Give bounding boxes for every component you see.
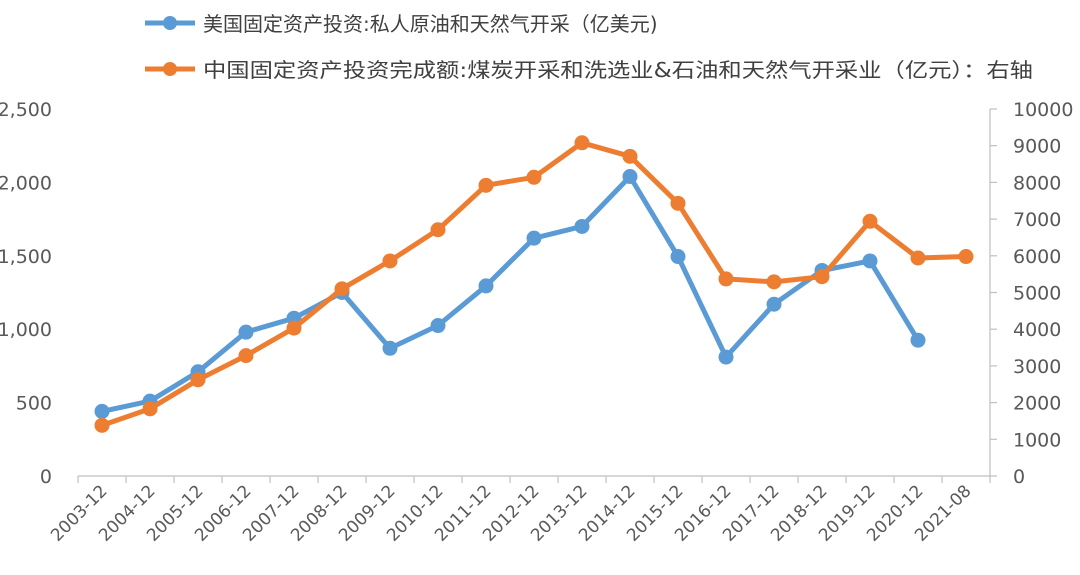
data-point-china: [622, 148, 638, 164]
data-point-us: [478, 278, 494, 294]
data-point-china: [334, 281, 350, 297]
left-y-tick-label: 2,500: [0, 99, 52, 121]
right-y-tick-label: 5000: [1013, 283, 1061, 305]
legend-item-china: 中国固定资产投资完成额:煤炭开采和洗选业&石油和天然气开采业（亿元）：右轴: [145, 58, 1033, 82]
data-point-china: [910, 250, 926, 266]
data-point-us: [670, 249, 686, 265]
data-point-china: [478, 177, 494, 193]
data-point-us: [526, 230, 542, 246]
data-point-china: [718, 271, 734, 287]
right-y-tick-label: 7000: [1013, 209, 1061, 231]
legend: 美国固定资产投资:私人原油和天然气开采（亿美元) 中国固定资产投资完成额:煤炭开…: [145, 12, 1033, 82]
series-layer: [94, 135, 974, 433]
data-point-us: [574, 218, 590, 234]
right-y-tick-label: 3000: [1013, 356, 1061, 378]
data-point-china: [430, 222, 446, 238]
data-point-china: [382, 253, 398, 269]
right-y-tick-label: 2000: [1013, 393, 1061, 415]
data-point-china: [766, 274, 782, 290]
right-y-tick-label: 8000: [1013, 172, 1061, 194]
right-y-tick-label: 9000: [1013, 136, 1061, 158]
left-y-tick-label: 500: [16, 393, 52, 415]
legend-item-us: 美国固定资产投资:私人原油和天然气开采（亿美元): [145, 12, 658, 36]
data-point-us: [382, 340, 398, 356]
data-point-us: [94, 403, 110, 419]
right-y-tick-label: 1000: [1013, 429, 1061, 451]
data-point-china: [286, 320, 302, 336]
data-point-china: [862, 213, 878, 229]
data-point-us: [862, 253, 878, 269]
data-point-us: [238, 324, 254, 340]
data-point-china: [958, 249, 974, 265]
data-point-us: [718, 349, 734, 365]
data-point-us: [766, 296, 782, 312]
data-point-us: [430, 318, 446, 334]
left-y-tick-label: 1,000: [0, 319, 52, 341]
series-line-us: [99, 174, 921, 414]
legend-swatch-marker-us: [163, 16, 177, 30]
legend-label-china: 中国固定资产投资完成额:煤炭开采和洗选业&石油和天然气开采业（亿元）：右轴: [203, 58, 1033, 82]
data-point-china: [574, 135, 590, 151]
data-point-china: [526, 169, 542, 185]
left-y-tick-label: 1,500: [0, 246, 52, 268]
data-point-china: [814, 269, 830, 285]
data-point-china: [238, 348, 254, 364]
right-y-tick-label: 6000: [1013, 246, 1061, 268]
data-point-us: [622, 169, 638, 185]
legend-swatch-marker-china: [163, 62, 177, 76]
right-y-tick-label: 4000: [1013, 319, 1061, 341]
legend-label-us: 美国固定资产投资:私人原油和天然气开采（亿美元): [203, 12, 658, 36]
left-y-tick-label: 2,000: [0, 172, 52, 194]
left-y-tick-label: 0: [40, 466, 52, 488]
right-y-tick-label: 0: [1013, 466, 1025, 488]
series-line-china: [99, 140, 969, 428]
data-point-china: [142, 401, 158, 417]
data-point-us: [910, 332, 926, 348]
right-y-tick-label: 10000: [1013, 99, 1073, 121]
data-point-china: [190, 372, 206, 388]
data-point-china: [670, 195, 686, 211]
data-point-china: [94, 417, 110, 433]
axes: 2003-122004-122005-122006-122007-122008-…: [0, 99, 1073, 546]
